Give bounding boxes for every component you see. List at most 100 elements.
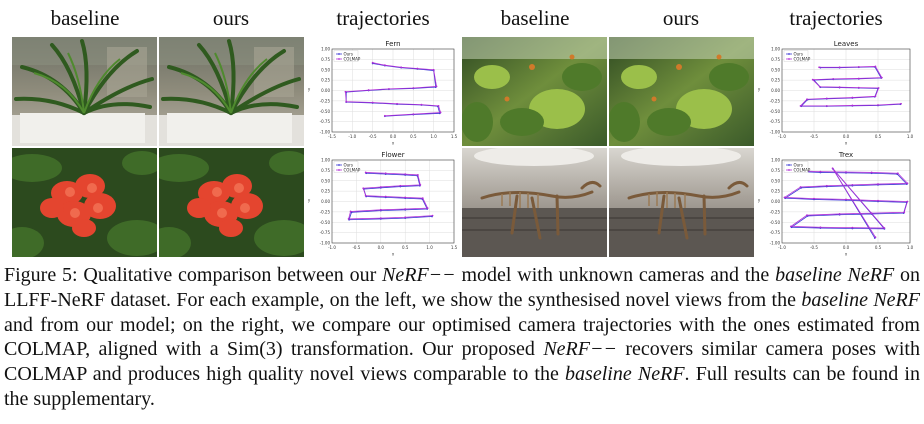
x-tick-label: 0.5 <box>402 245 409 250</box>
y-tick-label: -1.00 <box>770 241 781 246</box>
header-trajectories-right: trajectories <box>789 6 883 30</box>
data-point-colmap <box>857 65 860 68</box>
x-axis-label: x <box>392 252 395 257</box>
data-point-colmap <box>851 226 854 229</box>
data-point-colmap <box>877 199 879 202</box>
plot-frame <box>331 48 455 133</box>
caption-text-run: baseline NeRF <box>775 264 895 286</box>
y-tick-label: 0.75 <box>771 57 780 62</box>
data-point-colmap <box>416 174 419 176</box>
leaves-ours-photo <box>609 37 754 146</box>
data-point-colmap <box>900 102 902 105</box>
caption-text-run: . Full results can be found in the suppl… <box>4 363 920 410</box>
data-point-colmap <box>857 86 860 89</box>
y-tick-label: -1.00 <box>320 130 331 135</box>
x-axis-label: x <box>392 141 395 146</box>
legend-marker <box>338 169 340 171</box>
y-tick-label: 0.50 <box>321 67 330 72</box>
data-point-colmap <box>783 196 786 199</box>
y-tick-label: -0.25 <box>770 98 781 103</box>
chart-title: Flower <box>381 151 404 159</box>
y-tick-label: 0.25 <box>771 189 780 194</box>
fern-ours-photo <box>159 37 304 146</box>
x-tick-label: -1.5 <box>328 134 336 139</box>
data-point-colmap <box>383 114 386 117</box>
x-axis-label: x <box>845 252 848 257</box>
y-tick-label: 0.00 <box>771 88 780 93</box>
x-tick-label: 0.0 <box>843 245 850 250</box>
x-tick-label: 1.5 <box>451 245 458 250</box>
header-ours-right: ours <box>662 6 700 30</box>
x-tick-label: -1.0 <box>778 245 786 250</box>
y-tick-label: -0.75 <box>320 119 331 124</box>
legend-marker <box>338 58 340 60</box>
data-point-colmap <box>896 172 899 175</box>
y-tick-label: 1.00 <box>771 158 780 163</box>
data-point-colmap <box>362 187 365 190</box>
data-point-colmap <box>437 104 440 107</box>
data-point-colmap <box>811 78 814 81</box>
data-point-colmap <box>845 171 847 173</box>
data-point-colmap <box>364 171 367 174</box>
y-tick-label: 0.50 <box>771 178 780 183</box>
trex-baseline-photo <box>462 148 607 257</box>
y-tick-label: -0.50 <box>320 220 331 225</box>
data-point-colmap <box>412 113 415 116</box>
y-tick-label: -0.25 <box>770 209 781 214</box>
data-point-colmap <box>825 97 828 100</box>
data-point-colmap <box>379 186 382 188</box>
x-tick-label: 1.0 <box>907 134 914 139</box>
header-baseline-left: baseline <box>50 6 120 30</box>
legend-entry: COLMAP <box>794 56 811 61</box>
y-tick-label: 0.50 <box>771 67 780 72</box>
data-point-colmap <box>874 65 877 68</box>
data-point-colmap <box>799 104 802 107</box>
y-tick-label: 0.75 <box>321 57 330 62</box>
y-axis-label: y <box>308 87 311 92</box>
chart-title: Trex <box>838 151 853 159</box>
y-axis-label: y <box>758 87 761 92</box>
plot-frame <box>331 159 455 244</box>
x-tick-label: -1.0 <box>348 134 356 139</box>
data-point-colmap <box>420 103 423 106</box>
data-point-colmap <box>877 87 880 89</box>
data-point-colmap <box>851 104 854 107</box>
y-tick-label: -0.75 <box>770 230 781 235</box>
y-tick-label: -1.00 <box>320 241 331 246</box>
data-point-colmap <box>818 85 821 88</box>
x-tick-label: -0.5 <box>369 134 377 139</box>
data-point-colmap <box>845 198 847 201</box>
data-point-colmap <box>874 236 877 239</box>
legend-marker <box>788 53 790 55</box>
data-point-colmap <box>426 207 429 210</box>
caption-text-run: and from our model; on the right, we com… <box>4 313 920 361</box>
plot-frame <box>781 48 911 133</box>
y-tick-label: 0.75 <box>771 168 780 173</box>
y-tick-label: 0.75 <box>321 168 330 173</box>
x-tick-label: 0.0 <box>378 245 385 250</box>
y-tick-label: 0.00 <box>321 199 330 204</box>
data-point-colmap <box>906 182 909 185</box>
y-tick-label: 1.00 <box>321 47 330 52</box>
data-point-colmap <box>384 172 387 175</box>
caption-text-run: Qualitative comparison between our <box>77 264 383 286</box>
x-tick-label: 1.0 <box>426 245 433 250</box>
trajectory-plot-leaves: Leaves -1.00 -0.75 -0.50 -0.25 0.00 0.25 0.50 0.… <box>756 37 916 146</box>
y-tick-label: -0.75 <box>320 230 331 235</box>
data-point-colmap <box>851 184 854 186</box>
x-tick-label: 1.0 <box>907 245 914 250</box>
figure-label: Figure 5: <box>4 264 78 286</box>
leaves-baseline-photo <box>462 37 607 146</box>
data-point-colmap <box>857 77 860 80</box>
data-point-colmap <box>825 184 828 187</box>
data-point-colmap <box>416 67 419 70</box>
data-point-colmap <box>383 64 386 67</box>
legend-marker <box>338 164 340 166</box>
legend-entry: Ours <box>344 162 353 167</box>
data-point-colmap <box>421 197 424 200</box>
data-point-colmap <box>432 68 435 71</box>
data-point-colmap <box>384 195 387 198</box>
x-tick-label: 0.0 <box>390 134 397 139</box>
legend-entry: Ours <box>794 51 803 56</box>
